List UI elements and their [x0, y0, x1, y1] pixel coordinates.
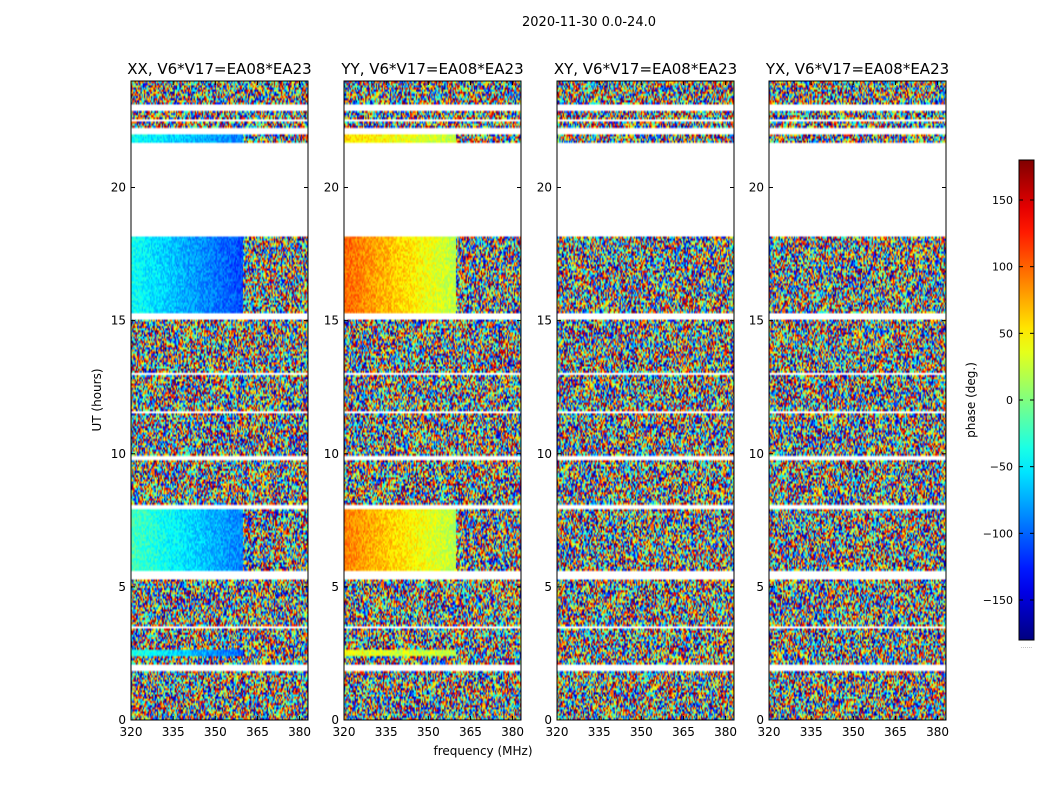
- panel-frame: [130, 80, 309, 721]
- colorbar-tick-label: 100: [992, 261, 1013, 274]
- y-tick-label: 20: [324, 181, 339, 195]
- panel-frame: [768, 80, 947, 721]
- colorbar-label: phase (deg.): [964, 362, 978, 438]
- x-tick-label: 335: [588, 725, 611, 739]
- colorbar-tick-label: 150: [992, 194, 1013, 207]
- x-tick-label: 335: [800, 725, 823, 739]
- x-tick-label: 365: [459, 725, 482, 739]
- panel-xx: XX, V6*V17=EA08*EA23 320 335 350 365 380 0 5 10 1…: [111, 60, 312, 739]
- y-tick-label: 0: [331, 713, 339, 727]
- x-tick-label: 365: [672, 725, 695, 739]
- panel-yy: YY, V6*V17=EA08*EA23 320 335 350 365 380 0 5 10 1…: [324, 60, 524, 739]
- y-tick-label: 15: [111, 314, 126, 328]
- x-tick-label: 350: [417, 725, 440, 739]
- x-tick-label: 335: [375, 725, 398, 739]
- panel-yx: YX, V6*V17=EA08*EA23 320 335 350 365 380 0 5 10 1…: [749, 60, 949, 739]
- y-tick-label: 5: [756, 580, 764, 594]
- y-tick-label: 20: [111, 181, 126, 195]
- heatmap-raster-xx: [131, 81, 308, 720]
- x-tick-label: 320: [758, 725, 781, 739]
- heatmap-raster-yx: [769, 81, 946, 720]
- x-tick-label: 380: [926, 725, 949, 739]
- y-tick-label: 0: [118, 713, 126, 727]
- panel-xy: XY, V6*V17=EA08*EA23 320 335 350 365 380 0 5 10 1…: [537, 60, 737, 739]
- panel-frame: [343, 80, 522, 721]
- x-tick-label: 380: [501, 725, 524, 739]
- y-tick-label: 5: [118, 580, 126, 594]
- panel-title: XX, V6*V17=EA08*EA23: [127, 60, 311, 78]
- heatmap-raster-xy: [557, 81, 734, 720]
- x-tick-label: 380: [714, 725, 737, 739]
- y-tick-label: 15: [537, 314, 552, 328]
- colorbar-footer: ......: [1021, 643, 1033, 650]
- x-tick-label: 365: [246, 725, 269, 739]
- colorbar-tick-label: −100: [983, 527, 1013, 540]
- y-tick-label: 5: [331, 580, 339, 594]
- colorbar-tick-label: −150: [983, 594, 1013, 607]
- colorbar-tick-label: 0: [1006, 394, 1013, 407]
- x-tick-label: 350: [842, 725, 865, 739]
- colorbar: 150 100 50 0 −50 −100 −150 phase (deg.)......: [964, 159, 1035, 650]
- figure-suptitle: 2020-11-30 0.0-24.0: [522, 15, 656, 30]
- y-tick-label: 0: [544, 713, 552, 727]
- y-axis-label: UT (hours): [90, 368, 104, 431]
- y-tick-label: 10: [111, 447, 126, 461]
- x-tick-label: 320: [546, 725, 569, 739]
- y-tick-label: 10: [537, 447, 552, 461]
- x-tick-label: 350: [204, 725, 227, 739]
- x-tick-label: 320: [333, 725, 356, 739]
- x-axis-label: frequency (MHz): [433, 744, 532, 758]
- panel-frame: [556, 80, 735, 721]
- y-tick-label: 20: [749, 181, 764, 195]
- x-tick-label: 335: [162, 725, 185, 739]
- x-tick-label: 320: [120, 725, 143, 739]
- panel-title: YY, V6*V17=EA08*EA23: [340, 60, 523, 78]
- y-tick-label: 5: [544, 580, 552, 594]
- x-tick-label: 365: [884, 725, 907, 739]
- heatmap-raster-yy: [344, 81, 521, 720]
- panel-title: YX, V6*V17=EA08*EA23: [765, 60, 949, 78]
- y-tick-label: 15: [324, 314, 339, 328]
- x-tick-label: 350: [630, 725, 653, 739]
- y-tick-label: 10: [324, 447, 339, 461]
- x-tick-label: 380: [288, 725, 311, 739]
- y-tick-label: 0: [756, 713, 764, 727]
- panel-title: XY, V6*V17=EA08*EA23: [554, 60, 737, 78]
- colorbar-tick-label: −50: [990, 461, 1013, 474]
- y-tick-label: 20: [537, 181, 552, 195]
- y-tick-label: 10: [749, 447, 764, 461]
- panels-group: XX, V6*V17=EA08*EA23 320 335 350 365 380 0 5 10 1…: [111, 60, 949, 739]
- colorbar-tick-label: 50: [999, 327, 1013, 340]
- y-tick-label: 15: [749, 314, 764, 328]
